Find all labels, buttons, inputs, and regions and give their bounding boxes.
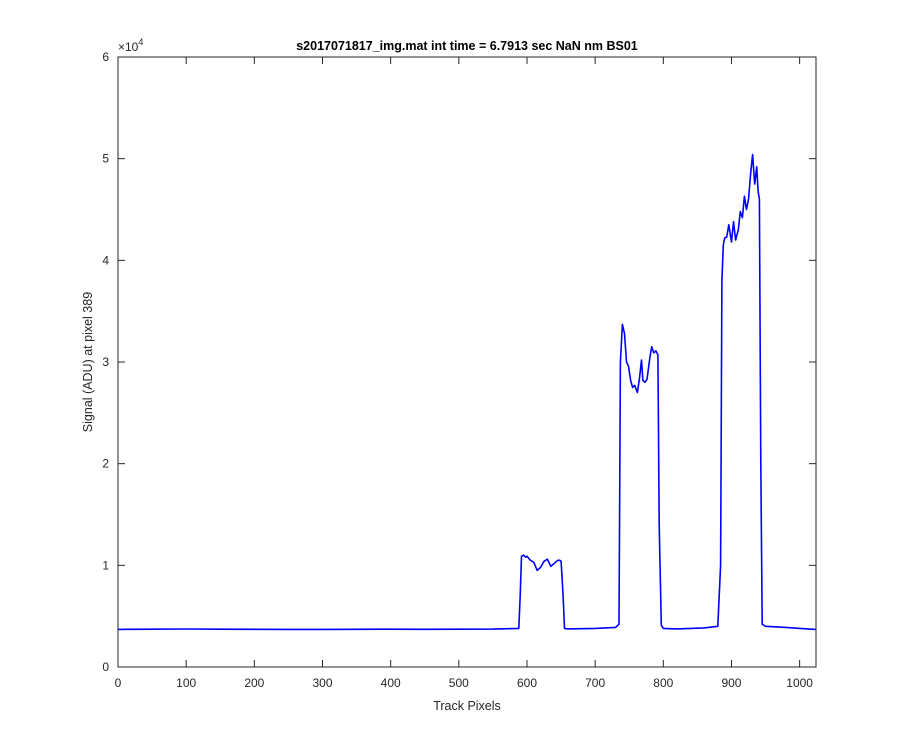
x-tick-label: 300 [312,676,332,690]
exponent-power: 4 [138,37,143,47]
y-tick-label: 0 [102,660,109,674]
x-axis-label: Track Pixels [433,699,501,713]
x-tick-label: 1000 [786,676,813,690]
x-tick-label: 600 [517,676,537,690]
y-tick-label: 5 [102,152,109,166]
y-tick-label: 2 [102,457,109,471]
x-tick-label: 800 [653,676,673,690]
y-tick-label: 3 [102,355,109,369]
x-tick-label: 400 [381,676,401,690]
x-tick-label: 200 [244,676,264,690]
plot-area [117,56,817,668]
x-tick-label: 700 [585,676,605,690]
x-tick-label: 100 [176,676,196,690]
x-tick-label: 500 [449,676,469,690]
chart-title: s2017071817_img.mat int time = 6.7913 se… [296,39,638,53]
y-axis: 0 1 2 3 4 5 6 [102,50,816,674]
x-tick-label: 900 [721,676,741,690]
y-axis-exponent: ×104 [118,37,143,54]
y-tick-label: 1 [102,558,109,572]
y-axis-label: Signal (ADU) at pixel 389 [81,292,95,432]
y-tick-label: 6 [102,50,109,64]
x-tick-label: 0 [115,676,122,690]
exponent-base: ×10 [118,40,139,54]
y-tick-label: 4 [102,253,109,267]
signal-series-line [117,153,817,631]
x-axis: 0 100 200 300 400 500 600 700 800 900 1000 [115,57,813,690]
